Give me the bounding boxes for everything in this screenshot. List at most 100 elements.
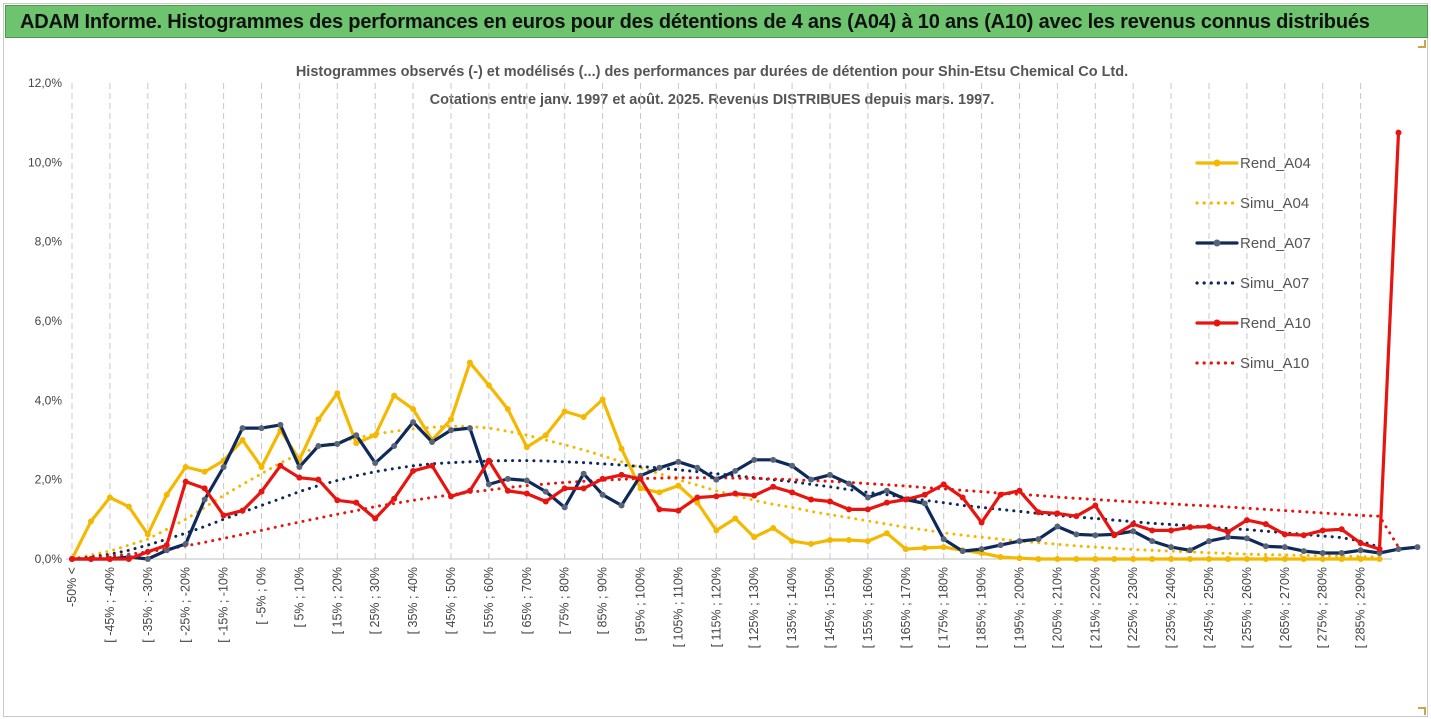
- data-point-Rend_A07: [1016, 538, 1023, 545]
- data-point-Rend_A07: [1054, 523, 1061, 530]
- data-point-Rend_A04: [1206, 556, 1212, 562]
- data-point-Rend_A10: [978, 519, 985, 526]
- series-group: [69, 129, 1421, 562]
- data-point-Rend_A10: [504, 487, 511, 494]
- y-tick-label: 0,0%: [35, 552, 63, 566]
- data-point-Rend_A10: [296, 474, 303, 481]
- data-point-Rend_A10: [940, 481, 947, 488]
- corner-mark-top-right: [1418, 40, 1426, 48]
- data-point-Rend_A10: [163, 542, 170, 549]
- data-point-Rend_A04: [732, 515, 739, 522]
- data-point-Rend_A07: [921, 500, 928, 507]
- x-tick-label: [ 5% ; 10%: [292, 567, 306, 627]
- data-point-Rend_A10: [523, 490, 530, 497]
- data-point-Rend_A04: [1092, 556, 1099, 562]
- data-point-Rend_A04: [1262, 556, 1269, 562]
- data-point-Rend_A07: [239, 425, 246, 432]
- data-point-Rend_A07: [277, 421, 284, 428]
- data-point-Rend_A07: [1035, 536, 1042, 543]
- x-tick-label: [ 45% ; 50%: [444, 567, 458, 634]
- data-point-Rend_A04: [883, 530, 890, 537]
- data-point-Rend_A10: [921, 491, 928, 498]
- data-point-Rend_A04: [1035, 556, 1042, 562]
- y-tick-label: 10,0%: [28, 155, 62, 169]
- data-point-Rend_A10: [277, 462, 284, 469]
- x-tick-label: [ 245% ; 250%: [1202, 567, 1216, 648]
- x-tick-label: [ -5% ; 0%: [255, 567, 269, 625]
- data-point-Rend_A07: [182, 540, 189, 547]
- data-point-Rend_A04: [864, 538, 871, 545]
- data-point-Rend_A04: [1376, 556, 1383, 562]
- x-tick-label: [ 235% ; 240%: [1164, 567, 1178, 648]
- data-point-Rend_A10: [1092, 502, 1099, 509]
- y-tick-label: 6,0%: [35, 314, 63, 328]
- data-point-Rend_A07: [1149, 538, 1156, 545]
- y-tick-label: 8,0%: [35, 235, 63, 249]
- x-axis: -50% < [ -45% ; -40% [ -35% ; -30% [ -25% ;…: [65, 567, 1368, 648]
- data-point-Rend_A07: [220, 463, 227, 470]
- x-tick-label: [ -45% ; -40%: [103, 567, 117, 643]
- data-point-Rend_A10: [1016, 487, 1023, 494]
- data-point-Rend_A04: [1338, 556, 1345, 562]
- y-axis: 0,0% 2,0% 4,0% 6,0% 8,0% 10,0% 12,0%: [28, 76, 62, 566]
- data-point-Rend_A04: [637, 485, 644, 492]
- data-point-Rend_A10: [448, 493, 454, 500]
- legend-label: Rend_A07: [1240, 235, 1311, 252]
- data-point-Rend_A04: [808, 540, 815, 547]
- data-point-Rend_A07: [334, 440, 341, 447]
- data-point-Rend_A10: [1073, 513, 1080, 520]
- x-tick-label: [ 255% ; 260%: [1240, 567, 1254, 648]
- data-point-Rend_A07: [429, 438, 436, 445]
- data-point-Rend_A07: [656, 464, 663, 471]
- data-point-Rend_A04: [751, 534, 758, 541]
- data-point-Rend_A10: [1357, 540, 1364, 547]
- data-point-Rend_A04: [334, 390, 341, 397]
- data-point-Rend_A04: [315, 416, 322, 423]
- data-point-Rend_A07: [1206, 538, 1212, 545]
- data-point-Rend_A04: [353, 440, 360, 447]
- legend-label: Simu_A04: [1240, 195, 1309, 212]
- data-point-Rend_A07: [1130, 528, 1137, 535]
- data-point-Rend_A10: [1206, 523, 1212, 530]
- data-point-Rend_A07: [845, 480, 852, 487]
- data-point-Rend_A04: [845, 536, 852, 543]
- data-point-Rend_A07: [466, 425, 473, 432]
- data-point-Rend_A04: [902, 546, 909, 553]
- header-banner: ADAM Informe. Histogrammes des performan…: [5, 5, 1428, 38]
- data-point-Rend_A04: [656, 489, 663, 496]
- data-point-Rend_A04: [1073, 556, 1080, 562]
- data-point-Rend_A04: [713, 527, 720, 534]
- data-point-Rend_A10: [580, 485, 587, 492]
- data-point-Rend_A04: [1111, 556, 1118, 562]
- data-point-Rend_A07: [258, 425, 265, 432]
- data-point-Rend_A07: [618, 502, 625, 509]
- data-point-Rend_A10: [1262, 521, 1269, 528]
- data-point-Rend_A10: [1130, 521, 1137, 528]
- series-line-Rend_A07: [70, 420, 1420, 561]
- data-point-Rend_A04: [448, 416, 454, 423]
- x-tick-label: [ 15% ; 20%: [330, 567, 344, 634]
- data-point-Rend_A04: [694, 499, 701, 506]
- data-point-Rend_A04: [144, 531, 151, 538]
- data-point-Rend_A10: [694, 494, 701, 501]
- data-point-Rend_A10: [315, 476, 322, 483]
- x-tick-label: [ 195% ; 200%: [1013, 567, 1027, 648]
- data-point-Rend_A10: [751, 492, 758, 499]
- y-tick-label: 2,0%: [35, 473, 63, 487]
- chart-title-line-2: Cotations entre janv. 1997 et août. 2025…: [430, 92, 995, 108]
- data-point-Rend_A04: [921, 544, 928, 551]
- data-point-Rend_A04: [106, 494, 113, 501]
- data-point-Rend_A07: [751, 456, 758, 463]
- x-tick-label: [ -15% ; -10%: [217, 567, 231, 643]
- data-point-Rend_A07: [940, 536, 947, 543]
- legend-label: Rend_A10: [1240, 315, 1311, 332]
- data-point-Rend_A07: [1338, 550, 1345, 557]
- data-point-Rend_A10: [69, 556, 75, 562]
- data-point-Rend_A04: [827, 536, 833, 543]
- data-point-Rend_A10: [220, 512, 227, 519]
- data-point-Rend_A04: [997, 554, 1004, 561]
- data-point-Rend_A07: [163, 547, 170, 554]
- y-tick-label: 4,0%: [35, 393, 63, 407]
- data-point-Rend_A10: [845, 506, 852, 513]
